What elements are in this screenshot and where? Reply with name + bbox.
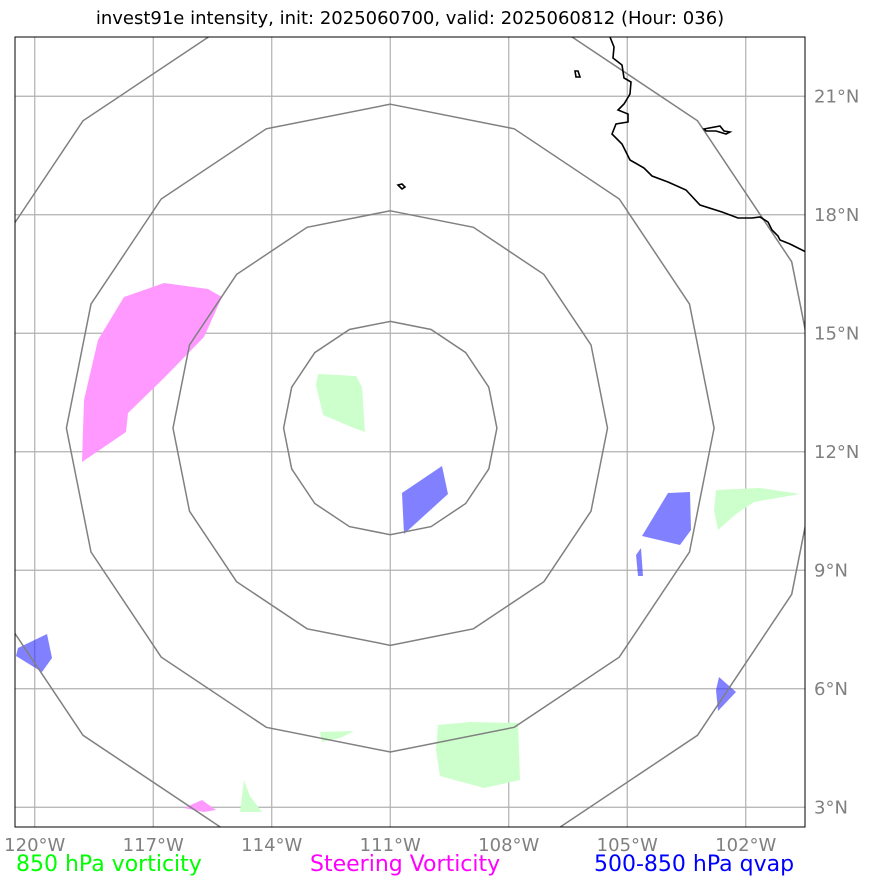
vorticity-850-area xyxy=(316,374,365,432)
latitude-tick-label: 21°N xyxy=(814,86,859,107)
range-ring xyxy=(172,210,609,647)
latitude-tick-label: 12°N xyxy=(814,442,859,463)
longitude-tick-label: 117°W xyxy=(123,835,184,856)
vorticity-850-area xyxy=(436,722,520,788)
vorticity-850-area xyxy=(320,731,354,742)
qvap-area xyxy=(636,548,643,576)
steering-vorticity-area xyxy=(82,283,222,462)
vorticity-850-area xyxy=(240,780,262,812)
latitude-tick-label: 18°N xyxy=(814,205,859,226)
range-ring xyxy=(15,37,805,827)
latitude-tick-label: 6°N xyxy=(814,679,848,700)
latitude-labels: 3°N 6°N 9°N 12°N 15°N 18°N 21°N xyxy=(814,86,859,818)
longitude-tick-label: 111°W xyxy=(360,835,421,856)
gridlines xyxy=(15,37,805,827)
latitude-tick-label: 9°N xyxy=(814,560,848,581)
qvap-area xyxy=(16,634,52,672)
shaded-fields xyxy=(16,283,800,812)
legend-steering-vorticity: Steering Vorticity xyxy=(310,852,501,877)
map-title: invest91e intensity, init: 2025060700, v… xyxy=(95,8,725,29)
latitude-tick-label: 3°N xyxy=(814,797,848,818)
coastline xyxy=(396,37,805,253)
longitude-labels: 120°W 117°W 114°W 111°W 108°W 105°W 102°W xyxy=(4,835,776,856)
longitude-tick-label: 108°W xyxy=(478,835,539,856)
longitude-tick-label: 102°W xyxy=(715,835,776,856)
longitude-tick-label: 114°W xyxy=(241,835,302,856)
range-ring xyxy=(282,320,498,536)
legend-qvap: 500-850 hPa qvap xyxy=(594,852,795,877)
island-revillagigedo xyxy=(574,70,582,78)
range-rings xyxy=(15,37,805,827)
qvap-area xyxy=(642,492,691,545)
latitude-tick-label: 15°N xyxy=(814,323,859,344)
island-maria xyxy=(702,125,733,135)
vorticity-850-area xyxy=(714,488,800,530)
range-ring xyxy=(65,103,715,753)
longitude-tick-label: 105°W xyxy=(597,835,658,856)
map-frame xyxy=(14,36,806,828)
longitude-tick-label: 120°W xyxy=(4,835,65,856)
island-socorro xyxy=(396,183,407,191)
qvap-area xyxy=(402,466,448,534)
qvap-area xyxy=(716,677,736,711)
legend-850-vorticity: 850 hPa vorticity xyxy=(16,852,202,877)
mexico-coastline xyxy=(609,37,805,253)
